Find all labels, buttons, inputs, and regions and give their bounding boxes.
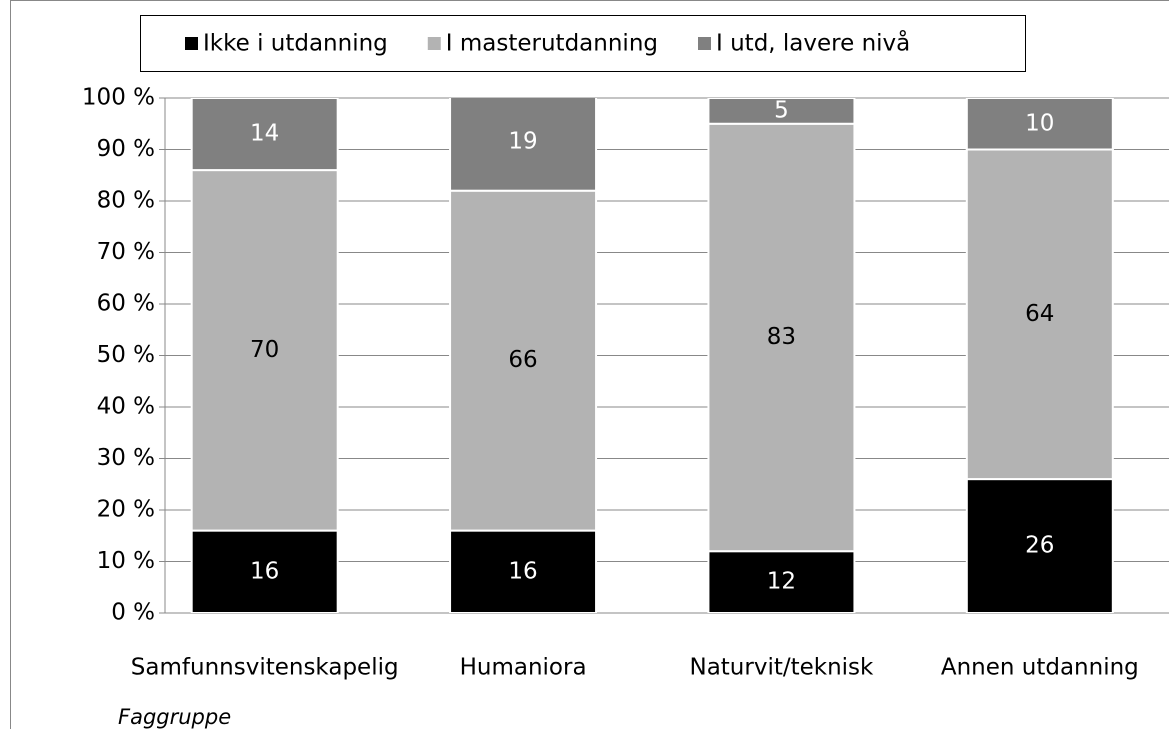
value-label: 10 — [1025, 110, 1054, 136]
value-label: 16 — [250, 558, 279, 584]
legend-label: I utd, lavere nivå — [716, 29, 910, 57]
legend-swatch — [428, 37, 441, 50]
y-tick-label: 100 % — [82, 85, 155, 111]
bars: 16 70 14 16 66 19 12 83 5 26 64 10 — [192, 93, 1113, 613]
legend-label: I masterutdanning — [446, 31, 658, 57]
value-label: 16 — [508, 558, 537, 584]
value-label: 12 — [767, 569, 796, 595]
y-tick-label: 30 % — [97, 445, 155, 471]
value-label: 64 — [1025, 301, 1054, 327]
value-label: 5 — [774, 97, 789, 123]
value-label: 26 — [1025, 533, 1054, 559]
x-tick-label: Samfunnsvitenskapelig — [131, 655, 399, 681]
value-label: 83 — [767, 324, 796, 350]
legend-label: Ikke i utdanning — [203, 31, 388, 57]
y-tick-label: 50 % — [97, 342, 155, 368]
y-tick-label: 0 % — [111, 600, 155, 626]
value-label: 70 — [250, 337, 279, 363]
x-tick-label: Naturvit/teknisk — [689, 655, 874, 681]
legend-swatch — [698, 37, 711, 50]
value-label: 19 — [508, 128, 537, 154]
value-label: 66 — [508, 347, 537, 373]
x-tick-label: Humaniora — [460, 655, 587, 681]
legend-swatch — [185, 37, 198, 50]
x-tick-label: Annen utdanning — [941, 655, 1139, 681]
y-tick-label: 40 % — [97, 394, 155, 420]
y-tick-label: 60 % — [97, 291, 155, 317]
value-label: 14 — [250, 121, 279, 147]
y-tick-label: 80 % — [97, 188, 155, 214]
x-axis-label: Faggruppe — [118, 705, 231, 729]
y-tick-label: 20 % — [97, 497, 155, 523]
y-tick-label: 10 % — [97, 548, 155, 574]
y-tick-label: 90 % — [97, 136, 155, 162]
y-tick-label: 70 % — [97, 239, 155, 265]
